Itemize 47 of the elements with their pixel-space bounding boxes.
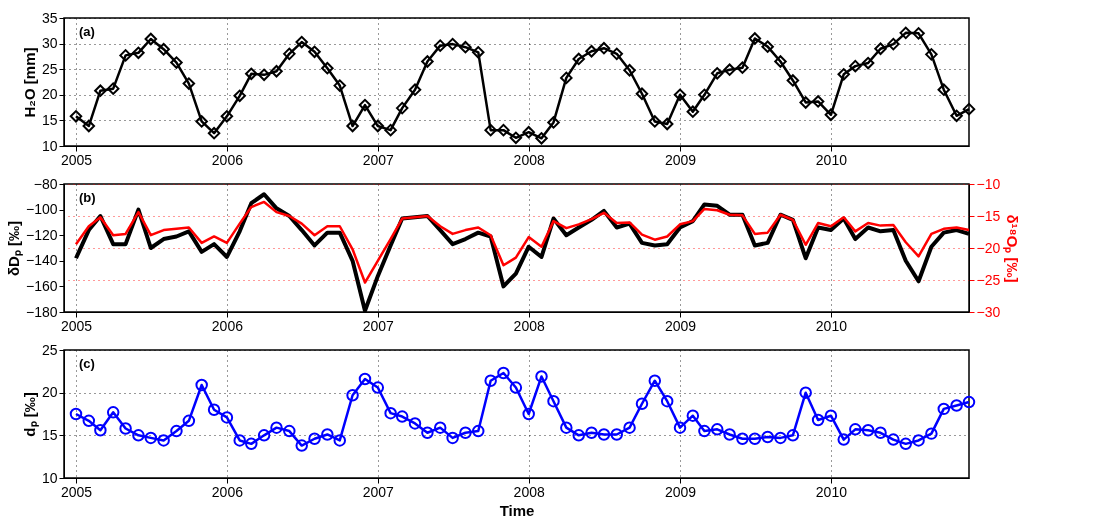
x-tick-label: 2008 [513,151,545,168]
y-axis-title: H₂O [mm] [20,47,38,118]
y-tick-label: 20 [41,384,58,401]
y-tick-label: −160 [25,277,58,294]
x-tick-label: 2008 [513,317,545,334]
y-tick-label: 15 [41,111,58,128]
annotation: (a) [79,24,95,39]
y-tick-label: −140 [25,252,58,269]
x-tick-label: 2005 [60,483,93,500]
x-tick-label: 2009 [664,483,697,500]
x-tick-label: 2009 [664,317,697,334]
x-axis-title: Time [499,501,535,519]
y-tick-label: 25 [41,60,58,77]
x-tick-label: 2005 [60,317,93,334]
y2-tick-label: −10 [976,175,1001,192]
annotation: (b) [79,190,96,205]
y2-tick-label: −30 [976,303,1001,320]
y2-axis-title: δ¹⁸Oₚ [‰] [1003,214,1022,283]
annotation: (c) [79,356,95,371]
y2-tick-label: −20 [976,239,1001,256]
y-tick-label: −180 [25,303,58,320]
x-tick-label: 2006 [211,483,244,500]
y-tick-label: −120 [25,226,58,243]
y-tick-label: 25 [41,341,58,358]
y-tick-label: 35 [41,9,58,26]
y2-tick-label: −15 [976,207,1001,224]
y-tick-label: −100 [25,201,58,218]
y2-tick-label: −25 [976,271,1001,288]
x-tick-label: 2005 [60,151,93,168]
y-tick-label: 20 [41,86,58,103]
x-tick-label: 2007 [362,317,395,334]
x-tick-label: 2007 [362,151,395,168]
x-tick-label: 2006 [211,317,244,334]
x-tick-label: 2010 [815,483,848,500]
x-tick-label: 2006 [211,151,244,168]
y-tick-label: −80 [33,175,58,192]
y-tick-label: 30 [41,35,58,52]
x-tick-label: 2010 [815,151,848,168]
x-tick-label: 2010 [815,317,848,334]
x-tick-label: 2009 [664,151,697,168]
y-axis-title: dₚ [‰] [20,392,39,437]
y-axis-title: δDₚ [‰] [4,220,23,277]
x-tick-label: 2008 [513,483,545,500]
x-tick-label: 2007 [362,483,395,500]
y-tick-label: 10 [41,469,58,486]
y-tick-label: 10 [41,137,58,154]
y-tick-label: 15 [41,426,58,443]
